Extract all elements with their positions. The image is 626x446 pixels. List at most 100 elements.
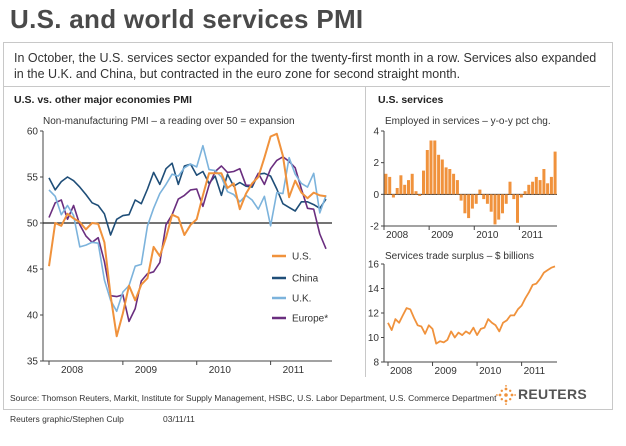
surplus-x-tick-label: 2008 [390,366,413,377]
emp-bar [501,194,504,214]
surplus-chart-title: Services trade surplus – $ billions [385,251,534,262]
emp-bar [399,175,403,195]
pmi-legend-label: U.K. [292,294,311,305]
pmi-x-tick-label: 2010 [209,365,232,376]
emp-bar [452,173,456,195]
emp-bar [410,173,414,195]
emp-bar [391,194,395,198]
pmi-y-tick-label: 55 [27,173,39,184]
emp-bar [504,194,508,204]
panel-divider [365,87,366,377]
pmi-y-tick-label: 35 [27,357,39,368]
reuters-logo-text: REUTERS [518,386,587,402]
pmi-legend-label: U.S. [292,252,311,263]
emp-bar [531,181,535,195]
emp-bar [489,194,493,212]
right-panel-header: U.S. services [378,94,444,106]
emp-bar [433,140,437,195]
page-title: U.S. and world services PMI [10,4,364,34]
chart-frame [3,42,613,410]
emp-bar [437,154,441,195]
emp-bar [467,194,471,219]
surplus-y-tick-label: 16 [368,260,380,271]
emp-bar [482,194,486,200]
pmi-x-tick-label: 2011 [283,365,305,376]
emp-bar [493,194,497,225]
emp-bar [478,189,482,195]
pmi-series-line-uk [48,144,327,313]
pmi-y-tick-label: 40 [27,311,39,322]
surplus-line [387,265,556,345]
pmi-y-tick-label: 60 [27,127,39,138]
pmi-y-tick-label: 45 [27,265,39,276]
emp-bar [542,169,546,195]
emp-bar [422,170,425,195]
emp-x-tick-label: 2010 [476,230,499,241]
surplus-y-tick-label: 8 [373,358,379,369]
employment-chart-title: Employed in services – y-o-y pct chg. [385,116,551,127]
emp-bar [527,184,531,195]
surplus-chart: 8 10 12 14 16 2008 2009 2010 2011 [368,260,557,377]
emp-bar [546,183,550,195]
pmi-chart: 35 40 45 50 55 60 2008 2009 2010 2011 U.S. China U.K… [27,127,332,376]
reuters-logo-icon [496,385,516,405]
surplus-y-tick-label: 14 [368,284,380,295]
emp-bar [455,180,459,195]
surplus-x-tick-label: 2011 [524,366,546,377]
emp-y-tick-label: 0 [373,190,379,201]
emp-bar [403,184,407,195]
emp-bar [497,194,501,220]
left-panel-header: U.S. vs. other major economies PMI [14,94,192,106]
emp-x-tick-label: 2009 [431,230,454,241]
emp-bar [429,140,433,195]
emp-x-tick-label: 2011 [521,230,543,241]
emp-bar [516,194,519,223]
emp-bar [463,194,467,214]
divider [4,86,610,87]
emp-bar [508,181,512,195]
emp-bar [425,150,429,195]
source-note: Source: Thomson Reuters, Markit, Institu… [10,393,497,403]
emp-y-tick-label: 4 [373,127,379,138]
pmi-x-tick-label: 2009 [135,365,158,376]
emp-bar [534,176,538,195]
pmi-y-tick-label: 50 [27,219,39,230]
emp-y-tick-label: 2 [373,158,379,169]
pmi-x-tick-label: 2008 [61,365,84,376]
emp-x-tick-label: 2008 [386,230,409,241]
surplus-y-tick-label: 12 [368,309,380,320]
emp-bar [440,159,444,195]
emp-bar [459,194,463,201]
employment-chart: -2 0 2 4 2008 2009 2010 2011 [370,127,557,241]
emp-bar [395,188,399,195]
pmi-series-line-europe [48,156,327,323]
surplus-x-tick-label: 2010 [479,366,502,377]
pmi-chart-title: Non-manufacturing PMI – a reading over 5… [43,116,295,127]
emp-bar [418,194,422,196]
subtitle: In October, the U.S. services sector exp… [14,51,597,81]
emp-y-tick-label: -2 [370,222,379,233]
emp-bar [448,169,452,195]
emp-bar [512,194,516,200]
emp-bar [407,180,410,195]
pmi-legend-label: Europe* [292,314,328,325]
emp-bar [474,194,478,204]
emp-bar [523,191,527,195]
pmi-series-line-us [48,132,327,338]
emp-bar [519,194,523,198]
emp-bar [388,176,392,195]
emp-bar [384,173,388,195]
emp-bar [553,151,557,195]
emp-bar [444,167,448,195]
emp-bar [485,194,489,204]
pmi-legend-label: China [292,274,319,285]
emp-bar [549,176,553,195]
credit: Reuters graphic/Stephen Culp [10,414,124,424]
reuters-logo: REUTERS [496,384,596,406]
surplus-x-tick-label: 2009 [435,366,458,377]
emp-bar [538,180,542,195]
surplus-y-tick-label: 10 [368,333,380,344]
date: 03/11/11 [163,414,195,424]
emp-bar [470,194,474,209]
